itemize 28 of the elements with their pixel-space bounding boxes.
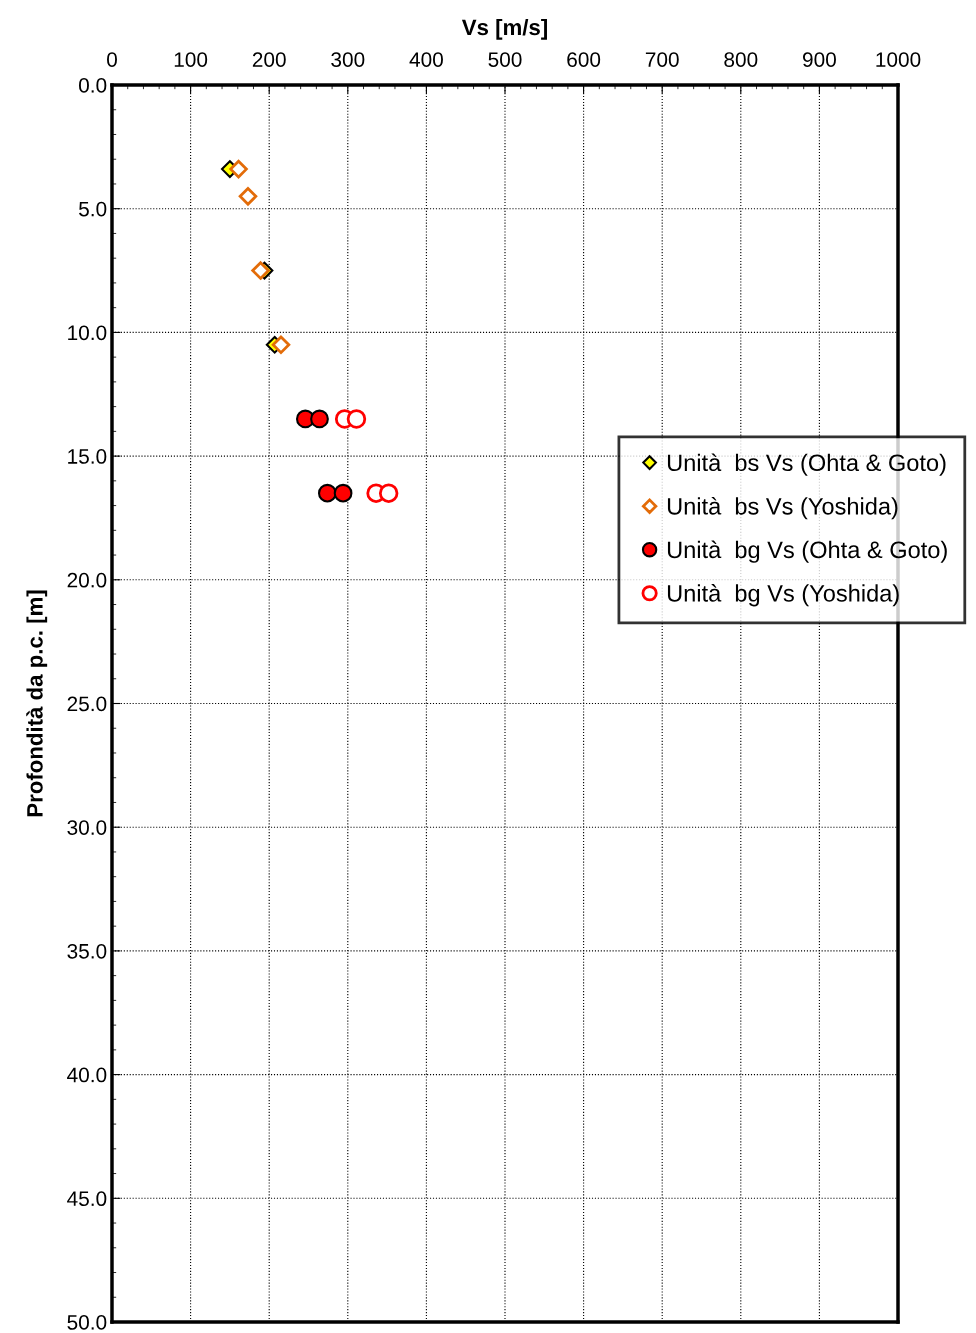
y-tick-label: 20.0 [67, 572, 107, 588]
y-tick-label: 30.0 [67, 820, 107, 835]
x-tick-label: 100 [174, 52, 208, 67]
x-tick-label: 900 [803, 52, 836, 67]
y-tick-label: 10.0 [68, 325, 107, 341]
y-axis-title: Profondità da p.c. [m] [26, 590, 48, 817]
x-tick-label: 600 [567, 52, 601, 67]
y-tick-label: 5.0 [79, 201, 107, 217]
x-tick-label: 700 [645, 52, 679, 67]
legend-label: Unità bs Vs (Yoshida) [667, 497, 898, 520]
y-tick-label: 15.0 [68, 449, 107, 464]
x-tick-label: 500 [488, 52, 522, 67]
legend-label: Unità bs Vs (Ohta & Goto) [667, 453, 946, 476]
y-tick-label: 50.0 [67, 1315, 107, 1330]
x-tick-label: 300 [331, 52, 365, 67]
x-tick-label: 1000 [876, 52, 921, 67]
x-tick-label: 200 [252, 52, 286, 67]
x-tick-label: 400 [409, 52, 443, 67]
y-tick-label: 25.0 [67, 696, 107, 712]
x-tick-label: 0 [107, 52, 117, 67]
y-tick-label: 35.0 [67, 943, 107, 959]
y-tick-label: 0.0 [78, 78, 107, 93]
x-axis-title: Vs [m/s] [461, 18, 547, 40]
x-tick-label: 800 [724, 52, 758, 67]
y-tick-label: 40.0 [67, 1067, 107, 1083]
y-tick-label: 45.0 [67, 1191, 107, 1207]
legend-label: Unità bg Vs (Ohta & Goto) [667, 540, 947, 563]
legend-label: Unità bg Vs (Yoshida) [667, 584, 899, 607]
